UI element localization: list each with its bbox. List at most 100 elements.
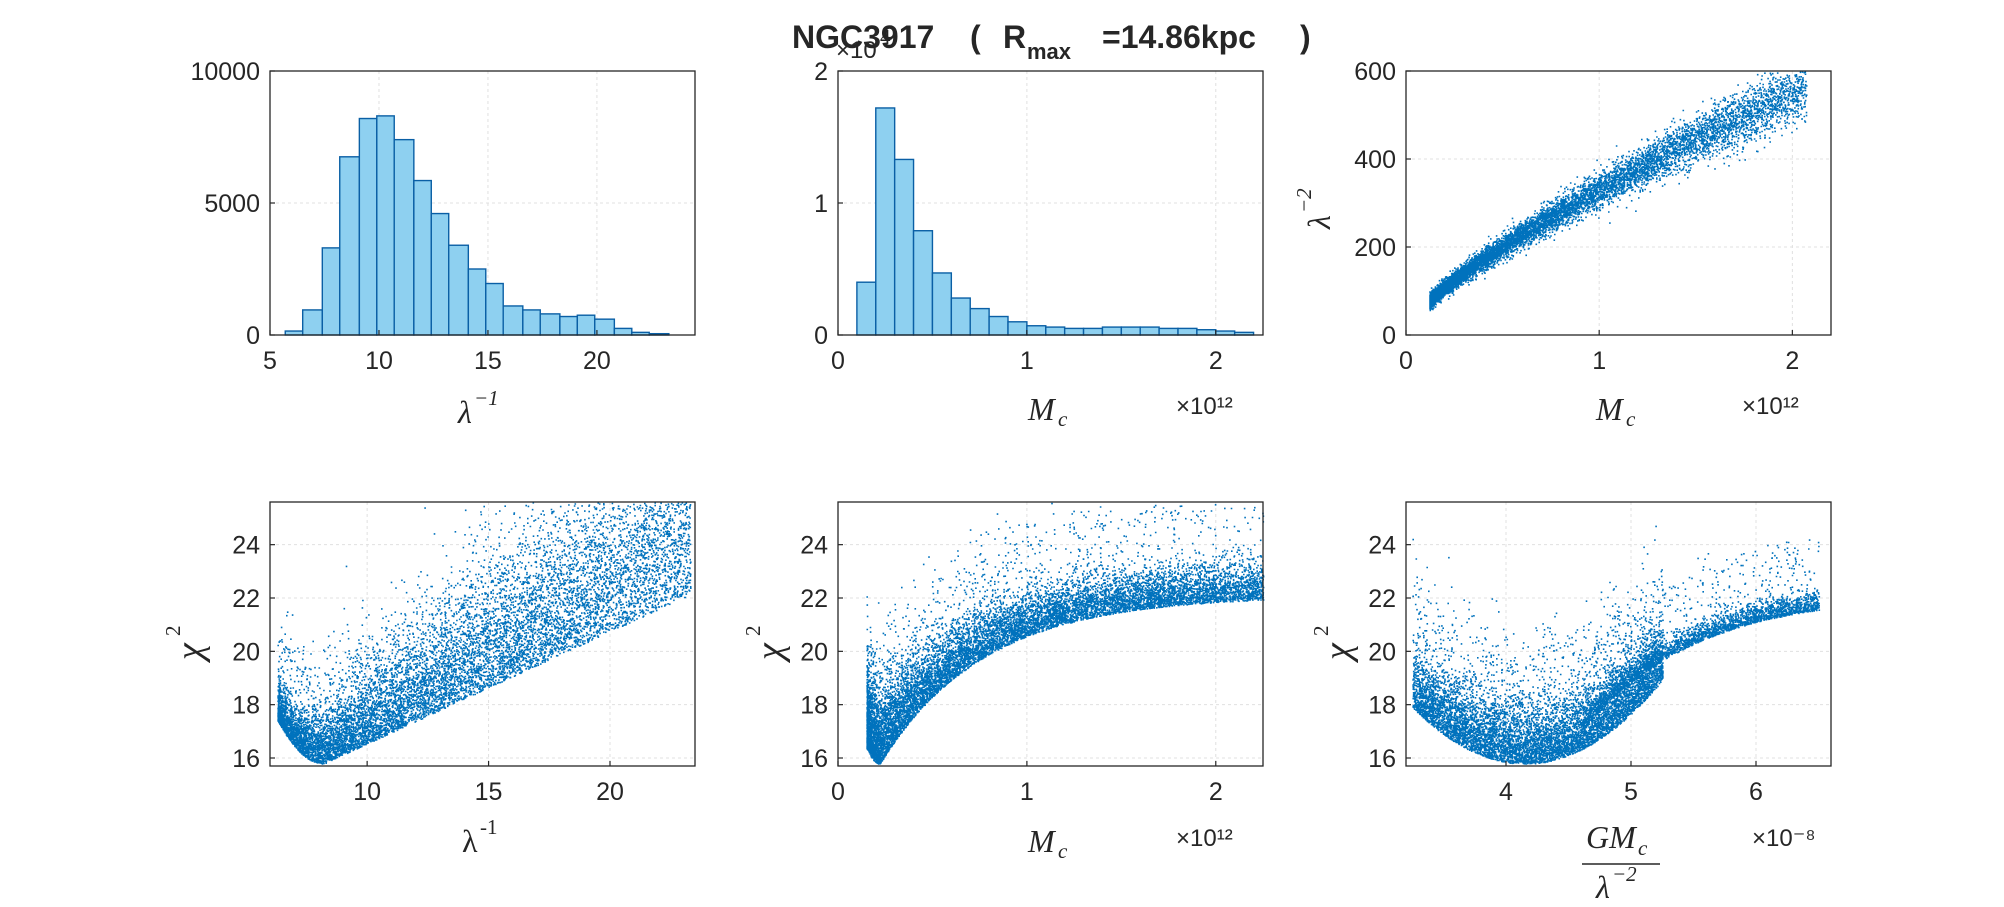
panel-6-xlabel-num-base: GM xyxy=(1586,819,1638,855)
panel-1-ytick-label-1: 5000 xyxy=(204,190,260,218)
panel-2-bar-6 xyxy=(969,307,990,336)
panel-6-xlabel-den-base: λ xyxy=(1595,869,1610,905)
panel-3-ytick-label-1: 200 xyxy=(1354,234,1396,262)
panel-1-xtick-label-0: 5 xyxy=(263,347,277,375)
panel-1-ytick-label-0: 0 xyxy=(246,322,260,350)
panel-3-xtick-label-2: 2 xyxy=(1785,347,1799,375)
panel-3-ticks: 0 1 2 0 200 400 600 xyxy=(1354,58,1799,375)
title-sub: max xyxy=(1027,39,1072,64)
panel-2-xlabel-base: M xyxy=(1027,391,1057,427)
panel-6-x-multiplier: ×10⁻⁸ xyxy=(1752,825,1816,852)
panel-1-bar-12 xyxy=(502,305,524,336)
panel-1-bar-6 xyxy=(393,138,415,336)
panel-1-bar-15 xyxy=(559,315,579,336)
panel-3-ylabel-sup: −2 xyxy=(1292,188,1316,213)
panel-2-bar-18 xyxy=(1196,329,1217,336)
panel-4: 10 15 20 16 18 20 22 24 λ -1 χ 2 xyxy=(161,501,696,859)
title-value: =14.86kpc xyxy=(1102,19,1256,55)
panel-2-bar-12 xyxy=(1082,327,1104,336)
panel-6-xlabel-num-sub: c xyxy=(1638,836,1648,860)
panel-2-histogram-bars xyxy=(856,107,1255,336)
panel-6-ytick-label-4: 24 xyxy=(1368,532,1396,560)
panel-4-ticks: 10 15 20 16 18 20 22 24 xyxy=(232,532,624,806)
panel-3-xtick-label-1: 1 xyxy=(1592,347,1606,375)
panel-4-points xyxy=(277,502,692,765)
panel-1-bar-13 xyxy=(522,309,541,336)
panel-2-bar-14 xyxy=(1120,326,1141,336)
panel-2-ticks: 0 1 2 0 1 2 xyxy=(814,58,1223,375)
panel-6-points xyxy=(1412,525,1821,765)
panel-2-bar-11 xyxy=(1063,327,1085,336)
panel-6-xtick-label-0: 4 xyxy=(1499,778,1513,806)
panel-1-xtick-label-1: 10 xyxy=(365,347,393,375)
panel-2-y-multiplier-exp: 4 xyxy=(880,25,891,49)
panel-4-xlabel-base: λ xyxy=(462,823,478,859)
panel-5-grid xyxy=(837,502,1263,766)
panel-2-ytick-label-0: 0 xyxy=(814,322,828,350)
panel-2: 0 1 2 0 1 2 ×10 4 M c ×10¹² xyxy=(814,25,1264,431)
panel-5-ytick-label-4: 24 xyxy=(800,532,828,560)
panel-3-ylabel-base: λ xyxy=(1301,215,1337,230)
panel-1-bar-10 xyxy=(467,268,487,336)
panel-5-ylabel: χ 2 xyxy=(741,626,791,665)
panel-6-ytick-label-1: 18 xyxy=(1368,692,1396,720)
panel-1-bar-9 xyxy=(448,244,470,336)
panel-5-ytick-label-0: 16 xyxy=(800,745,828,773)
panel-1-bar-11 xyxy=(485,282,504,336)
panel-2-xtick-label-0: 0 xyxy=(831,347,845,375)
panel-3-ytick-label-0: 0 xyxy=(1382,322,1396,350)
panel-6-axes-box xyxy=(1405,501,1832,767)
panel-2-bar-4 xyxy=(931,272,953,336)
panel-2-xtick-label-1: 1 xyxy=(1020,347,1034,375)
panel-1-bar-1 xyxy=(301,309,324,336)
panel-1-xtick-label-2: 15 xyxy=(474,347,502,375)
panel-6-scatter-points xyxy=(1412,525,1821,765)
panel-3-ytick-label-2: 400 xyxy=(1354,146,1396,174)
panel-2-bar-3 xyxy=(912,230,934,336)
panel-5-axes-box xyxy=(837,501,1264,767)
panel-3-points xyxy=(1429,71,1808,312)
panel-2-bar-5 xyxy=(950,297,971,336)
panel-5-ytick-label-2: 20 xyxy=(800,638,828,666)
panel-4-xlabel-sup: -1 xyxy=(480,815,498,839)
panel-1-ticks: 5 10 15 20 0 5000 10000 xyxy=(190,58,610,375)
panel-5-x-multiplier: ×10¹² xyxy=(1176,825,1233,852)
panel-3: 0 1 2 0 200 400 600 M c ×10¹² λ −2 xyxy=(1292,58,1832,431)
panel-4-grid xyxy=(270,502,695,766)
panel-3-xlabel-base: M xyxy=(1595,391,1625,427)
panel-6-xtick-label-2: 6 xyxy=(1749,778,1763,806)
title-r: R xyxy=(1003,19,1026,55)
panel-5-xtick-label-0: 0 xyxy=(831,778,845,806)
panel-4-xtick-label-2: 20 xyxy=(596,778,624,806)
panel-6: 4 5 6 16 18 20 22 24 GM c λ −2 ×10⁻⁸ χ 2 xyxy=(1309,501,1832,905)
panel-5-scatter-points xyxy=(866,502,1265,765)
panel-1-bar-5 xyxy=(376,115,395,336)
panel-3-grid xyxy=(1405,70,1831,336)
panel-3-x-multiplier: ×10¹² xyxy=(1742,393,1799,420)
panel-3-ylabel: λ −2 xyxy=(1292,188,1337,230)
panel-4-ytick-label-1: 18 xyxy=(232,692,260,720)
panel-5-ticks: 0 1 2 16 18 20 22 24 xyxy=(800,532,1223,806)
panel-5-ylabel-sup: 2 xyxy=(741,626,765,637)
title-prefix: NGC3917 xyxy=(792,19,934,55)
panel-5: 0 1 2 16 18 20 22 24 M c ×10¹² χ 2 xyxy=(741,501,1265,863)
panel-4-ytick-label-0: 16 xyxy=(232,745,260,773)
panel-2-bar-1 xyxy=(875,107,896,336)
title-open: ( xyxy=(970,19,981,55)
panel-1-bar-4 xyxy=(358,117,378,336)
panel-5-xlabel-base: M xyxy=(1027,823,1057,859)
panel-1-bar-14 xyxy=(539,313,561,336)
panel-4-xtick-label-1: 15 xyxy=(475,778,503,806)
panel-2-ytick-label-2: 2 xyxy=(814,58,828,86)
panel-4-ytick-label-3: 22 xyxy=(232,585,260,613)
panel-1-xtick-label-3: 20 xyxy=(583,347,611,375)
panel-6-ylabel: χ 2 xyxy=(1309,626,1359,665)
panel-1-bar-7 xyxy=(413,179,432,336)
panel-6-ytick-label-2: 20 xyxy=(1368,638,1396,666)
panel-5-ylabel-base: χ xyxy=(749,642,791,664)
panel-4-ytick-label-4: 24 xyxy=(232,532,260,560)
panel-6-ylabel-base: χ xyxy=(1317,642,1359,664)
panel-1-bar-8 xyxy=(430,212,450,336)
panel-2-bar-17 xyxy=(1177,327,1198,336)
